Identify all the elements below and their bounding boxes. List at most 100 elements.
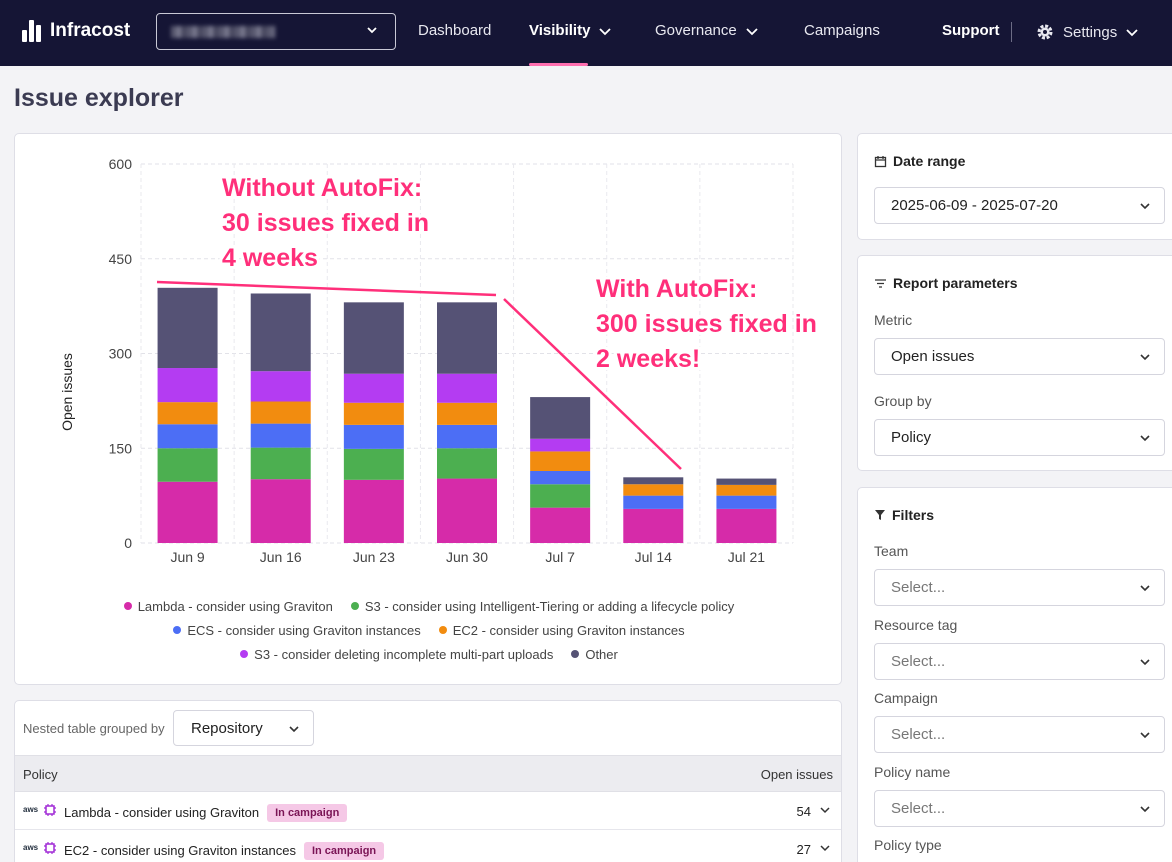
nav-settings[interactable]: Settings	[1035, 22, 1139, 42]
nav-visibility-label: Visibility	[529, 22, 591, 39]
bar-segment[interactable]	[530, 470, 591, 485]
bar-segment[interactable]	[437, 402, 497, 425]
open-issues-value: 27	[796, 842, 811, 857]
chart-legend: Lambda - consider using Graviton S3 - co…	[15, 594, 843, 666]
legend-item[interactable]: Lambda - consider using Graviton	[123, 598, 333, 614]
bar-segment[interactable]	[157, 402, 218, 425]
bar-segment[interactable]	[530, 484, 591, 508]
bar-segment[interactable]	[716, 495, 777, 509]
bar-segment[interactable]	[623, 477, 684, 485]
bar-segment[interactable]	[437, 424, 497, 449]
active-tab-indicator	[529, 63, 588, 66]
nav-visibility[interactable]: Visibility	[529, 22, 612, 39]
chevron-down-icon	[746, 27, 758, 35]
legend-label: Lambda - consider using Graviton	[137, 598, 333, 614]
legend-item[interactable]: EC2 - consider using Graviton instances	[438, 622, 685, 638]
bar-segment[interactable]	[250, 371, 311, 402]
policy-name-select[interactable]: Select...	[874, 790, 1165, 827]
bar-segment[interactable]	[437, 302, 497, 374]
bar-segment[interactable]	[157, 448, 218, 482]
chevron-down-icon	[289, 726, 299, 733]
organization-select[interactable]	[156, 13, 396, 50]
bar-segment[interactable]	[716, 484, 777, 496]
bar-segment[interactable]	[530, 451, 591, 471]
bar-segment[interactable]	[343, 402, 404, 425]
bar-segment[interactable]	[250, 423, 311, 448]
legend-swatch	[350, 602, 359, 610]
legend-item[interactable]: S3 - consider using Intelligent-Tiering …	[350, 599, 734, 614]
legend-label: EC2 - consider using Graviton instances	[452, 622, 685, 638]
expand-row-chevron-icon[interactable]	[819, 842, 831, 854]
top-nav: Infracost Dashboard Visibility Governanc…	[0, 0, 1172, 66]
group-by-select[interactable]: Policy	[874, 419, 1165, 456]
date-range-card: Date range 2025-06-09 - 2025-07-20	[857, 133, 1172, 240]
legend-item[interactable]: Other	[571, 647, 618, 662]
bar-segment[interactable]	[530, 507, 591, 543]
legend-item[interactable]: ECS - consider using Graviton instances	[173, 623, 421, 638]
brand-name: Infracost	[50, 20, 131, 41]
bar-segment[interactable]	[530, 397, 591, 439]
filters-title-text: Filters	[892, 507, 935, 523]
chevron-down-icon	[1140, 732, 1150, 739]
bar-segment[interactable]	[716, 478, 777, 485]
bar-segment[interactable]	[157, 368, 218, 403]
bar-segment[interactable]	[623, 508, 684, 543]
nav-support[interactable]: Support	[942, 22, 1000, 39]
table-row[interactable]: aws Lambda - consider using Graviton In c…	[15, 792, 841, 830]
y-tick-label: 300	[109, 346, 133, 362]
stacked-bar-chart: 0 150 300 450 600 Jun 9 Jun 16 Jun 23 Jun 30 Jul…	[59, 156, 820, 565]
date-range-title-text: Date range	[893, 153, 966, 169]
bar-segment[interactable]	[250, 447, 311, 480]
filters-card: Filters Team Select... Resource tag Sele…	[857, 487, 1172, 862]
bar-segment[interactable]	[157, 424, 218, 449]
nav-campaigns[interactable]: Campaigns	[804, 22, 880, 39]
chevron-down-icon	[1140, 585, 1150, 592]
bar-segment[interactable]	[343, 373, 404, 403]
metric-value: Open issues	[891, 348, 975, 365]
bar-segment[interactable]	[343, 448, 404, 480]
bar-segment[interactable]	[343, 424, 404, 449]
column-header-policy[interactable]: Policy	[23, 767, 58, 782]
bar-segment[interactable]	[623, 484, 684, 496]
metric-label: Metric	[874, 312, 913, 328]
brand-logo[interactable]: Infracost	[22, 20, 130, 42]
bar-segment[interactable]	[250, 293, 311, 372]
group-by-repository-select[interactable]: Repository	[173, 710, 314, 746]
bar-segment[interactable]	[437, 448, 497, 479]
chevron-down-icon	[1126, 29, 1138, 37]
team-select[interactable]: Select...	[874, 569, 1165, 606]
x-tick-label: Jul 21	[728, 549, 766, 565]
bar-segment[interactable]	[437, 373, 497, 403]
date-range-select[interactable]: 2025-06-09 - 2025-07-20	[874, 187, 1165, 224]
expand-row-chevron-icon[interactable]	[819, 804, 831, 816]
policy-name: Lambda - consider using Graviton In campa…	[64, 804, 348, 822]
bar-segment[interactable]	[343, 479, 404, 543]
annotation-with-autofix-line3: 2 weeks!	[596, 345, 700, 373]
table-row[interactable]: aws EC2 - consider using Graviton instan…	[15, 830, 841, 862]
in-campaign-badge: In campaign	[267, 804, 348, 822]
bar-segment[interactable]	[716, 508, 777, 543]
legend-item[interactable]: S3 - consider deleting incomplete multi-…	[240, 647, 553, 662]
bar-segment[interactable]	[157, 481, 218, 543]
filter-funnel-icon	[875, 510, 885, 520]
bar-segment[interactable]	[623, 495, 684, 509]
aws-icon: aws	[23, 805, 39, 814]
chevron-down-icon	[1140, 354, 1150, 361]
metric-select[interactable]: Open issues	[874, 338, 1165, 375]
policy-name-text: EC2 - consider using Graviton instances	[64, 843, 296, 858]
nav-dashboard[interactable]: Dashboard	[418, 22, 491, 39]
resource-tag-select[interactable]: Select...	[874, 643, 1165, 680]
campaign-select[interactable]: Select...	[874, 716, 1165, 753]
nav-divider	[1011, 22, 1012, 42]
column-header-open-issues[interactable]: Open issues	[760, 767, 833, 782]
bar-segment[interactable]	[530, 438, 591, 452]
bar-segment[interactable]	[157, 287, 218, 369]
bar-segment[interactable]	[437, 478, 497, 543]
bar-segment[interactable]	[250, 401, 311, 424]
nav-governance[interactable]: Governance	[655, 22, 759, 39]
filters-title: Filters	[874, 507, 934, 523]
chevron-down-icon	[1140, 806, 1150, 813]
bar-segment[interactable]	[250, 479, 311, 543]
bar-segment[interactable]	[343, 302, 404, 374]
chart-card: 0 150 300 450 600 Jun 9 Jun 16 Jun 23 Jun 30 Jul…	[14, 133, 842, 685]
